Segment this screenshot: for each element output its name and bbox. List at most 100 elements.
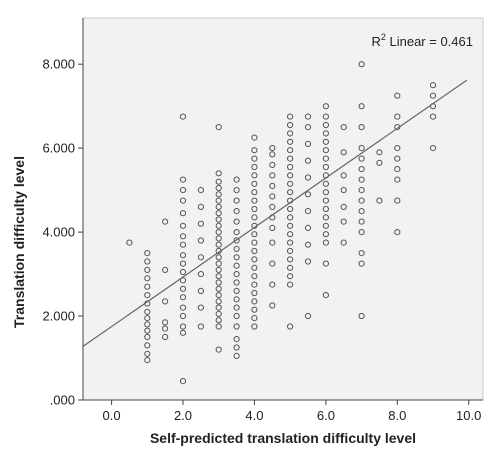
data-point: [144, 350, 151, 357]
data-point: [215, 229, 222, 236]
data-point: [251, 189, 258, 196]
data-point: [269, 161, 276, 168]
data-point: [304, 174, 312, 181]
r-squared-suffix: Linear = 0.461: [386, 34, 473, 49]
data-point: [322, 121, 329, 129]
data-point: [215, 170, 222, 177]
data-point: [179, 323, 187, 330]
data-point: [322, 231, 329, 238]
data-point: [304, 258, 312, 265]
data-point: [269, 172, 276, 179]
data-point: [251, 256, 258, 263]
data-point: [215, 197, 222, 204]
y-tick-label: 4.000: [42, 225, 75, 240]
data-point: [251, 264, 258, 271]
data-point: [251, 306, 258, 313]
data-point: [340, 124, 347, 131]
data-point: [215, 266, 222, 273]
y-tick-label: 8.000: [42, 57, 75, 72]
data-point: [358, 166, 365, 173]
data-point: [304, 241, 312, 248]
data-point: [179, 176, 187, 183]
data-point: [233, 344, 240, 351]
data-point: [251, 180, 258, 187]
fit-line: [82, 79, 468, 347]
data-point: [179, 268, 187, 276]
data-point: [287, 138, 294, 145]
data-point: [269, 239, 276, 246]
data-point: [215, 184, 222, 192]
data-point: [358, 176, 365, 183]
data-point: [340, 218, 347, 225]
data-point: [179, 113, 187, 120]
data-point: [162, 333, 169, 341]
data-point: [358, 250, 365, 257]
data-point: [215, 235, 222, 242]
x-tick-label: 8.0: [388, 408, 406, 423]
data-point: [251, 273, 258, 280]
data-point: [233, 323, 240, 330]
data-point: [322, 130, 329, 137]
data-point: [197, 254, 204, 261]
data-point: [287, 256, 294, 263]
data-point: [179, 312, 187, 320]
data-point: [322, 163, 329, 171]
data-point: [429, 82, 437, 89]
data-point: [197, 271, 204, 278]
data-point: [394, 176, 401, 183]
data-point: [126, 239, 133, 246]
data-point: [322, 155, 329, 162]
data-point: [287, 121, 294, 129]
data-point: [162, 325, 169, 332]
data-point: [304, 224, 312, 231]
data-point: [287, 231, 294, 238]
data-point: [287, 180, 294, 187]
data-point: [233, 336, 240, 343]
y-ticks: .000 2.000 4.000 6.000 8.000: [42, 57, 83, 408]
data-point: [304, 113, 312, 120]
data-point: [179, 252, 187, 259]
data-point: [322, 103, 329, 110]
data-point: [215, 203, 222, 210]
data-point: [215, 323, 222, 330]
data-point: [287, 155, 294, 162]
data-point: [394, 197, 401, 204]
data-point: [144, 321, 151, 328]
data-point: [287, 239, 294, 246]
data-point: [358, 260, 365, 267]
data-point: [233, 187, 240, 194]
data-point: [197, 304, 204, 311]
plot-area: [82, 17, 484, 401]
data-point: [251, 172, 258, 179]
data-point: [251, 147, 258, 154]
data-point: [144, 327, 151, 334]
data-point: [304, 312, 312, 320]
data-point: [233, 218, 240, 225]
data-point: [233, 271, 240, 278]
data-point: [287, 264, 294, 271]
data-point: [179, 187, 187, 194]
data-point: [340, 149, 347, 156]
data-point: [394, 113, 401, 120]
data-point: [358, 145, 365, 152]
r-squared-prefix: R: [371, 34, 380, 49]
x-ticks: 0.0 2.0 4.0 6.0 8.0 10.0: [103, 400, 481, 423]
data-point: [358, 197, 365, 204]
data-point: [304, 208, 312, 215]
data-point: [429, 113, 437, 120]
data-point: [233, 237, 240, 244]
data-point: [233, 279, 240, 286]
data-point: [394, 155, 401, 162]
y-axis-title: Translation difficulty level: [11, 156, 27, 328]
data-point: [287, 323, 294, 330]
data-point: [215, 279, 222, 286]
data-point: [179, 222, 187, 229]
data-point: [197, 287, 204, 294]
data-point: [179, 285, 187, 292]
data-point: [179, 210, 187, 217]
data-point: [358, 103, 365, 110]
data-point: [251, 214, 258, 221]
data-point: [269, 260, 276, 267]
data-point: [215, 241, 222, 248]
data-point: [322, 239, 329, 246]
